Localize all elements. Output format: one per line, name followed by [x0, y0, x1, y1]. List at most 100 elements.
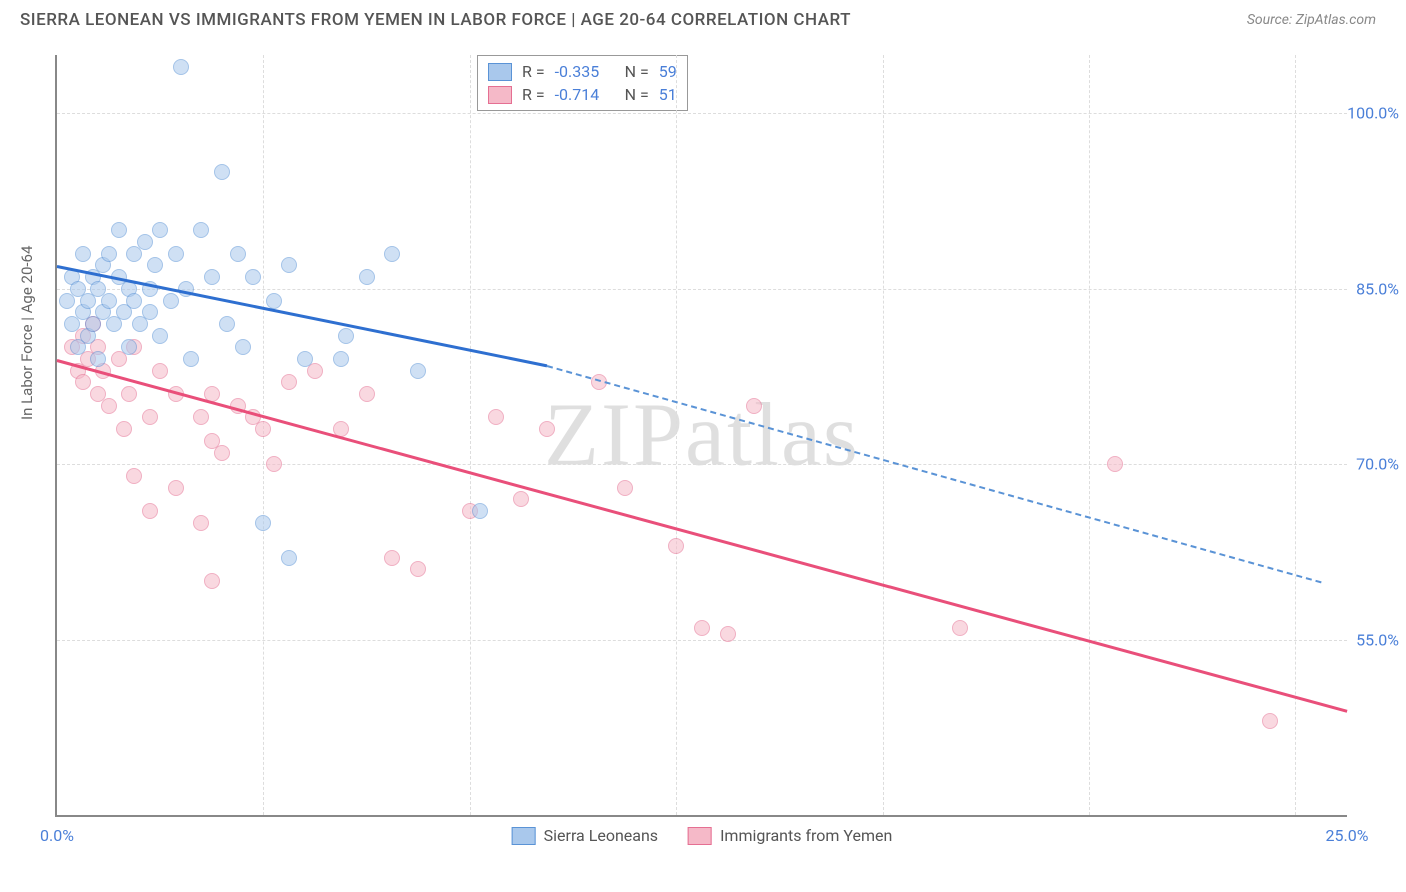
data-point-blue: [297, 351, 313, 367]
data-point-pink: [720, 626, 736, 642]
gridline-v: [470, 55, 471, 815]
data-point-blue: [101, 246, 117, 262]
data-point-pink: [359, 386, 375, 402]
data-point-blue: [111, 222, 127, 238]
chart-container: SIERRA LEONEAN VS IMMIGRANTS FROM YEMEN …: [0, 0, 1406, 892]
data-point-blue: [219, 316, 235, 332]
data-point-blue: [230, 246, 246, 262]
legend-row-pink: R = -0.714 N = 51: [488, 83, 677, 106]
gridline-h: [57, 113, 1347, 114]
data-point-pink: [152, 363, 168, 379]
data-point-blue: [168, 246, 184, 262]
data-point-blue: [137, 234, 153, 250]
legend-item-pink: Immigrants from Yemen: [688, 826, 892, 845]
data-point-blue: [204, 269, 220, 285]
data-point-pink: [116, 421, 132, 437]
gridline-h: [57, 464, 1347, 465]
legend-label-pink: Immigrants from Yemen: [720, 826, 892, 845]
data-point-blue: [152, 222, 168, 238]
gridline-v: [883, 55, 884, 815]
data-point-pink: [746, 398, 762, 414]
data-point-blue: [193, 222, 209, 238]
y-tick-label: 100.0%: [1347, 104, 1399, 123]
data-point-blue: [255, 515, 271, 531]
data-point-blue: [173, 59, 189, 75]
data-point-blue: [126, 293, 142, 309]
data-point-blue: [266, 293, 282, 309]
data-point-pink: [193, 515, 209, 531]
data-point-pink: [101, 398, 117, 414]
gridline-v: [1295, 55, 1296, 815]
data-point-blue: [333, 351, 349, 367]
swatch-blue: [488, 63, 512, 81]
r-value-pink: -0.714: [555, 85, 615, 104]
legend-row-blue: R = -0.335 N = 59: [488, 60, 677, 83]
data-point-pink: [617, 480, 633, 496]
data-point-pink: [121, 386, 137, 402]
data-point-blue: [163, 293, 179, 309]
x-tick-label: 0.0%: [40, 826, 74, 845]
data-point-blue: [338, 328, 354, 344]
y-tick-label: 70.0%: [1356, 455, 1399, 474]
data-point-blue: [75, 246, 91, 262]
data-point-pink: [75, 374, 91, 390]
y-tick-label: 85.0%: [1356, 279, 1399, 298]
y-tick-label: 55.0%: [1356, 630, 1399, 649]
gridline-v: [676, 55, 677, 815]
r-value-blue: -0.335: [555, 62, 615, 81]
data-point-pink: [255, 421, 271, 437]
legend-label-blue: Sierra Leoneans: [544, 826, 658, 845]
data-point-pink: [126, 468, 142, 484]
data-point-blue: [281, 550, 297, 566]
swatch-pink: [488, 86, 512, 104]
header: SIERRA LEONEAN VS IMMIGRANTS FROM YEMEN …: [0, 0, 1406, 30]
data-point-blue: [410, 363, 426, 379]
data-point-blue: [384, 246, 400, 262]
data-point-blue: [121, 339, 137, 355]
data-point-blue: [214, 164, 230, 180]
r-label: R =: [522, 85, 545, 104]
data-point-pink: [384, 550, 400, 566]
data-point-blue: [235, 339, 251, 355]
data-point-pink: [142, 409, 158, 425]
plot-area: ZIPatlas R = -0.335 N = 59 R = -0.714 N …: [55, 55, 1347, 817]
gridline-h: [57, 640, 1347, 641]
swatch-pink: [688, 827, 712, 845]
data-point-blue: [281, 257, 297, 273]
correlation-legend: R = -0.335 N = 59 R = -0.714 N = 51: [477, 55, 688, 111]
watermark: ZIPatlas: [544, 384, 860, 487]
data-point-pink: [488, 409, 504, 425]
data-point-pink: [193, 409, 209, 425]
data-point-blue: [152, 328, 168, 344]
n-label: N =: [625, 85, 649, 104]
data-point-blue: [183, 351, 199, 367]
swatch-blue: [512, 827, 536, 845]
r-label: R =: [522, 62, 545, 81]
data-point-blue: [245, 269, 261, 285]
data-point-pink: [668, 538, 684, 554]
data-point-pink: [142, 503, 158, 519]
n-value-pink: 51: [659, 85, 677, 104]
series-legend: Sierra Leoneans Immigrants from Yemen: [512, 826, 893, 845]
data-point-pink: [539, 421, 555, 437]
data-point-pink: [214, 445, 230, 461]
data-point-pink: [281, 374, 297, 390]
data-point-blue: [101, 293, 117, 309]
source-attribution: Source: ZipAtlas.com: [1247, 12, 1376, 28]
data-point-pink: [694, 620, 710, 636]
n-label: N =: [625, 62, 649, 81]
data-point-blue: [472, 503, 488, 519]
data-point-pink: [1107, 456, 1123, 472]
data-point-pink: [952, 620, 968, 636]
data-point-pink: [1262, 713, 1278, 729]
data-point-blue: [142, 304, 158, 320]
gridline-h: [57, 289, 1347, 290]
trend-line-extrapolated: [547, 365, 1322, 583]
chart-title: SIERRA LEONEAN VS IMMIGRANTS FROM YEMEN …: [20, 10, 851, 30]
y-axis-label: In Labor Force | Age 20-64: [18, 246, 36, 420]
data-point-pink: [513, 491, 529, 507]
x-tick-label: 25.0%: [1326, 826, 1369, 845]
data-point-blue: [90, 351, 106, 367]
data-point-pink: [410, 561, 426, 577]
data-point-blue: [147, 257, 163, 273]
